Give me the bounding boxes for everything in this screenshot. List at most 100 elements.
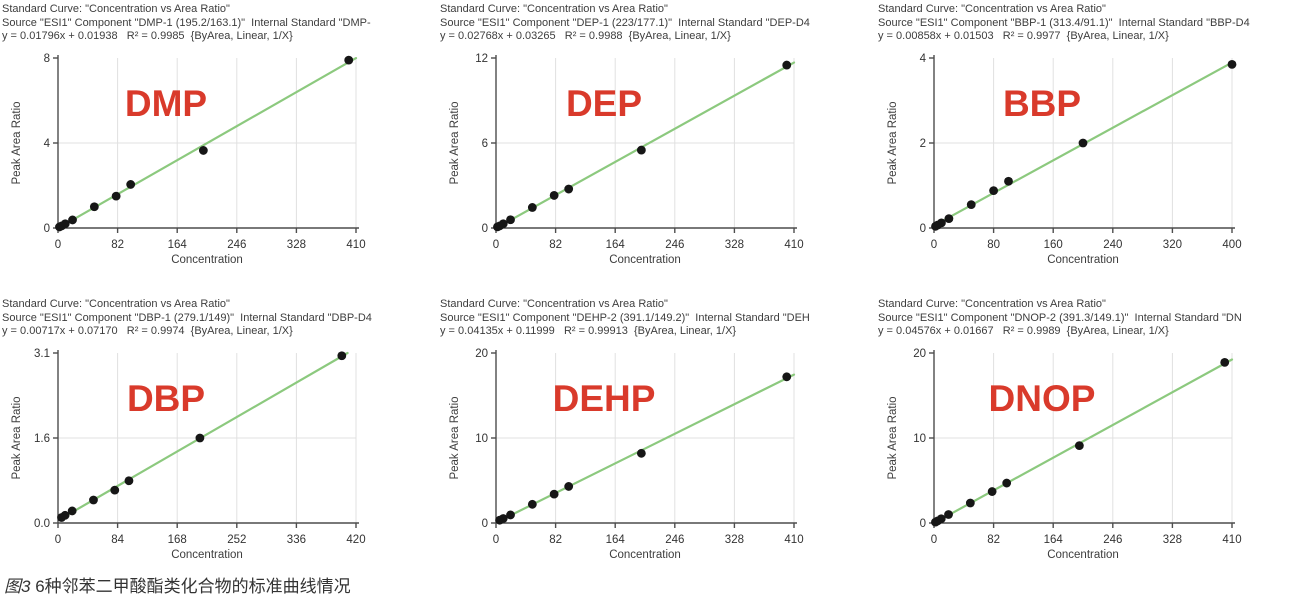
x-tick-label: 0 xyxy=(931,534,937,546)
y-tick-label: 2 xyxy=(920,138,926,150)
data-point xyxy=(636,145,646,154)
curve-header-dmp: Standard Curve: "Concentration vs Area R… xyxy=(0,0,438,44)
y-tick-label: 10 xyxy=(913,433,926,445)
y-tick-label: 0 xyxy=(44,223,50,235)
curve-equation: y = 0.00858x + 0.01503 R² = 0.9977 {ByAr… xyxy=(878,30,1169,42)
curve-header-dnop: Standard Curve: "Concentration vs Area R… xyxy=(876,295,1314,339)
y-tick-label: 20 xyxy=(913,348,926,360)
x-tick-label: 252 xyxy=(227,534,246,546)
data-point xyxy=(506,214,515,224)
x-tick-label: 336 xyxy=(287,534,306,546)
compound-label: DEP xyxy=(566,83,642,124)
curve-source: Source "ESI1" Component "DNOP-2 (391.3/1… xyxy=(878,311,1242,324)
y-axis-title: Peak Area Ratio xyxy=(449,101,461,184)
compound-label: DBP xyxy=(127,378,205,419)
data-point xyxy=(1078,138,1088,147)
data-point xyxy=(987,486,997,496)
x-tick-label: 84 xyxy=(111,534,124,546)
x-tick-label: 168 xyxy=(168,534,187,546)
x-tick-label: 82 xyxy=(549,534,562,546)
data-point xyxy=(1004,176,1013,186)
curve-source: Source "ESI1" Component "DMP-1 (195.2/16… xyxy=(2,16,371,29)
x-tick-label: 320 xyxy=(1163,239,1182,251)
compound-label: DEHP xyxy=(553,378,656,419)
y-tick-label: 6 xyxy=(482,138,488,150)
data-point xyxy=(344,55,354,65)
figure-caption: 图3 6种邻苯二甲酸酯类化合物的标准曲线情况 xyxy=(0,563,1314,597)
x-axis-title: Concentration xyxy=(609,254,681,266)
curve-header-dehp: Standard Curve: "Concentration vs Area R… xyxy=(438,295,876,339)
y-tick-label: 0 xyxy=(482,518,488,530)
data-point xyxy=(936,513,946,523)
standard-curve-panels: Standard Curve: "Concentration vs Area R… xyxy=(0,0,1314,563)
x-tick-label: 328 xyxy=(725,534,744,546)
data-point xyxy=(498,218,508,228)
y-tick-label: 4 xyxy=(920,53,927,65)
y-axis-title: Peak Area Ratio xyxy=(11,396,23,479)
data-point xyxy=(1227,59,1237,69)
y-tick-label: 0 xyxy=(920,223,926,235)
curve-equation: y = 0.00717x + 0.07170 R² = 0.9974 {ByAr… xyxy=(2,325,293,337)
x-tick-label: 328 xyxy=(725,239,744,251)
x-tick-label: 0 xyxy=(493,534,499,546)
curve-equation: y = 0.02768x + 0.03265 R² = 0.9988 {ByAr… xyxy=(440,30,731,42)
panel-bbp: Standard Curve: "Concentration vs Area R… xyxy=(876,0,1314,295)
x-tick-label: 0 xyxy=(55,534,61,546)
x-tick-label: 240 xyxy=(1103,239,1122,251)
data-point xyxy=(966,199,976,209)
x-tick-label: 82 xyxy=(987,534,1000,546)
y-tick-label: 0 xyxy=(920,518,926,530)
x-tick-label: 80 xyxy=(987,239,1000,251)
y-axis-title: Peak Area Ratio xyxy=(887,101,899,184)
x-tick-label: 164 xyxy=(168,239,188,251)
y-axis-title: Peak Area Ratio xyxy=(449,396,461,479)
data-point xyxy=(124,475,134,485)
y-tick-label: 10 xyxy=(475,433,488,445)
data-point xyxy=(937,218,946,227)
x-tick-label: 246 xyxy=(665,239,684,251)
x-tick-label: 246 xyxy=(665,534,684,546)
curve-header-bbp: Standard Curve: "Concentration vs Area R… xyxy=(876,0,1314,44)
y-tick-label: 1.6 xyxy=(34,433,50,445)
x-tick-label: 160 xyxy=(1044,239,1063,251)
curve-title: Standard Curve: "Concentration vs Area R… xyxy=(2,3,230,15)
data-point xyxy=(506,510,515,519)
data-point xyxy=(498,513,508,523)
data-point xyxy=(549,489,559,498)
x-axis-title: Concentration xyxy=(171,549,243,561)
panel-dehp: Standard Curve: "Concentration vs Area R… xyxy=(438,295,876,563)
curve-title: Standard Curve: "Concentration vs Area R… xyxy=(440,3,668,15)
x-tick-label: 420 xyxy=(346,534,365,546)
data-point xyxy=(1074,440,1084,450)
x-tick-label: 410 xyxy=(784,534,803,546)
compound-label: DNOP xyxy=(989,378,1096,419)
figure-label: 图3 xyxy=(4,577,31,596)
data-point xyxy=(111,191,121,201)
regression-line xyxy=(495,60,796,229)
curve-equation: y = 0.04576x + 0.01667 R² = 0.9989 {ByAr… xyxy=(878,325,1169,337)
data-point xyxy=(564,184,574,193)
x-axis-title: Concentration xyxy=(171,254,243,266)
x-tick-label: 0 xyxy=(931,239,937,251)
x-tick-label: 164 xyxy=(1044,534,1064,546)
x-tick-label: 410 xyxy=(346,239,365,251)
panel-dep: Standard Curve: "Concentration vs Area R… xyxy=(438,0,876,295)
y-tick-label: 20 xyxy=(475,348,488,360)
data-point xyxy=(549,190,559,200)
data-point xyxy=(60,218,70,228)
curve-equation: y = 0.04135x + 0.11999 R² = 0.99913 {ByA… xyxy=(440,325,737,337)
data-point xyxy=(110,485,120,494)
y-tick-label: 0 xyxy=(482,223,488,235)
x-axis-title: Concentration xyxy=(1047,549,1119,561)
regression-line xyxy=(933,357,1234,524)
data-point xyxy=(782,60,792,69)
x-tick-label: 410 xyxy=(1222,534,1241,546)
figure-caption-text: 6种邻苯二甲酸酯类化合物的标准曲线情况 xyxy=(30,577,351,596)
curve-title: Standard Curve: "Concentration vs Area R… xyxy=(440,298,668,310)
data-point xyxy=(527,202,537,212)
panel-dnop: Standard Curve: "Concentration vs Area R… xyxy=(876,295,1314,563)
data-point xyxy=(636,448,646,458)
curve-source: Source "ESI1" Component "DEHP-2 (391.1/1… xyxy=(440,311,810,324)
